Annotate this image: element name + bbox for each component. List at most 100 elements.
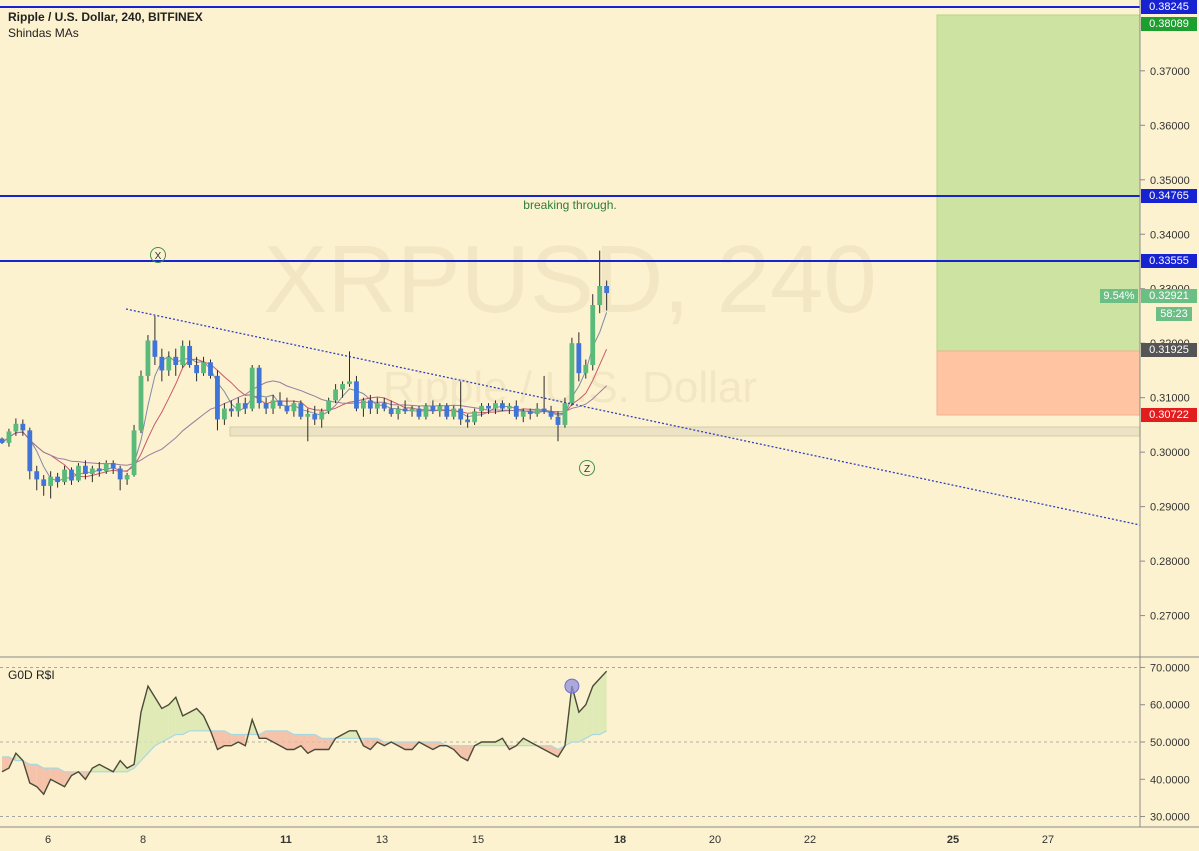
candle[interactable] bbox=[319, 408, 325, 428]
candle[interactable] bbox=[0, 437, 5, 444]
candle[interactable] bbox=[13, 418, 19, 436]
candle[interactable] bbox=[110, 460, 116, 474]
descending-trendline[interactable] bbox=[125, 308, 1141, 526]
candle[interactable] bbox=[430, 400, 436, 415]
rsi-panel-title[interactable]: G0D R$I bbox=[8, 668, 55, 682]
candle[interactable] bbox=[235, 397, 241, 417]
candle[interactable] bbox=[548, 405, 554, 420]
candle[interactable] bbox=[138, 370, 144, 434]
candle[interactable] bbox=[201, 356, 206, 376]
candle[interactable] bbox=[500, 400, 505, 412]
candle[interactable] bbox=[180, 340, 186, 368]
candle[interactable] bbox=[256, 364, 262, 409]
candle[interactable] bbox=[222, 403, 227, 425]
candle[interactable] bbox=[159, 348, 165, 382]
candle[interactable] bbox=[69, 467, 74, 485]
candle[interactable] bbox=[270, 394, 276, 415]
candle[interactable] bbox=[465, 414, 471, 428]
candle[interactable] bbox=[117, 465, 123, 491]
candle[interactable] bbox=[194, 356, 199, 382]
candle[interactable] bbox=[62, 465, 67, 485]
candle[interactable] bbox=[6, 428, 12, 447]
candle[interactable] bbox=[590, 294, 596, 371]
candle[interactable] bbox=[96, 461, 102, 477]
candle[interactable] bbox=[444, 403, 450, 420]
ma-medium[interactable] bbox=[1, 348, 608, 478]
candle[interactable] bbox=[520, 408, 526, 423]
candle[interactable] bbox=[284, 397, 290, 415]
candle[interactable] bbox=[416, 405, 422, 420]
support-zone[interactable] bbox=[229, 426, 1141, 437]
ma-slow[interactable] bbox=[1, 380, 607, 466]
candle[interactable] bbox=[208, 359, 213, 379]
candle[interactable] bbox=[263, 397, 269, 415]
candle[interactable] bbox=[145, 335, 151, 382]
candle[interactable] bbox=[89, 465, 95, 483]
candle[interactable] bbox=[326, 397, 332, 415]
candle[interactable] bbox=[228, 400, 234, 417]
rsi-line[interactable] bbox=[1, 670, 608, 796]
candle[interactable] bbox=[173, 348, 179, 376]
candle[interactable] bbox=[27, 427, 33, 480]
candle[interactable] bbox=[291, 400, 297, 417]
candle[interactable] bbox=[34, 465, 40, 491]
candle[interactable] bbox=[249, 364, 255, 412]
wave-label-x[interactable]: X bbox=[150, 247, 166, 263]
candle[interactable] bbox=[374, 397, 380, 415]
candle[interactable] bbox=[41, 475, 47, 496]
candle[interactable] bbox=[166, 351, 172, 376]
candle[interactable] bbox=[242, 397, 248, 415]
candle[interactable] bbox=[541, 375, 547, 415]
candle[interactable] bbox=[583, 359, 589, 379]
candle[interactable] bbox=[604, 280, 610, 311]
candle[interactable] bbox=[562, 397, 568, 428]
candle[interactable] bbox=[48, 471, 54, 499]
candle[interactable] bbox=[277, 392, 283, 409]
candle[interactable] bbox=[76, 463, 81, 483]
candle[interactable] bbox=[534, 403, 540, 417]
loss-zone[interactable] bbox=[936, 350, 1141, 416]
candle[interactable] bbox=[312, 405, 318, 425]
candle[interactable] bbox=[569, 337, 575, 406]
rsi-signal-line[interactable] bbox=[2, 730, 607, 773]
symbol-title[interactable]: Ripple / U.S. Dollar, 240, BITFINEX bbox=[8, 10, 203, 24]
candle[interactable] bbox=[402, 400, 408, 415]
candle[interactable] bbox=[479, 403, 484, 417]
candle[interactable] bbox=[395, 405, 401, 420]
candle[interactable] bbox=[333, 384, 338, 404]
breaking-through-annotation[interactable]: breaking through. bbox=[523, 198, 616, 212]
candle[interactable] bbox=[298, 400, 304, 420]
wave-label-z[interactable]: Z bbox=[579, 460, 595, 476]
candle[interactable] bbox=[506, 403, 512, 415]
candle[interactable] bbox=[20, 419, 26, 436]
candle[interactable] bbox=[305, 408, 311, 442]
candle[interactable] bbox=[493, 400, 498, 415]
candle[interactable] bbox=[361, 397, 366, 417]
rsi-signal-marker[interactable] bbox=[564, 678, 580, 694]
candle[interactable] bbox=[437, 403, 443, 417]
candle[interactable] bbox=[486, 403, 491, 415]
candle[interactable] bbox=[83, 460, 88, 480]
ma-fast[interactable] bbox=[1, 312, 608, 482]
candle[interactable] bbox=[215, 370, 220, 431]
candle[interactable] bbox=[527, 408, 533, 420]
indicator-legend[interactable]: Shindas MAs bbox=[8, 26, 79, 40]
candle[interactable] bbox=[513, 400, 519, 420]
candle[interactable] bbox=[367, 394, 373, 415]
candle[interactable] bbox=[388, 400, 394, 417]
candle[interactable] bbox=[152, 315, 158, 365]
candle[interactable] bbox=[124, 472, 130, 485]
candle[interactable] bbox=[555, 411, 561, 442]
candle[interactable] bbox=[472, 408, 477, 425]
candle[interactable] bbox=[576, 332, 582, 382]
candle[interactable] bbox=[354, 375, 359, 412]
candle[interactable] bbox=[347, 351, 352, 387]
candle[interactable] bbox=[187, 340, 193, 368]
candle[interactable] bbox=[340, 381, 345, 398]
candle[interactable] bbox=[409, 405, 415, 417]
candle[interactable] bbox=[55, 472, 60, 488]
candle[interactable] bbox=[381, 397, 387, 412]
candle[interactable] bbox=[423, 403, 429, 420]
candle[interactable] bbox=[451, 405, 457, 420]
